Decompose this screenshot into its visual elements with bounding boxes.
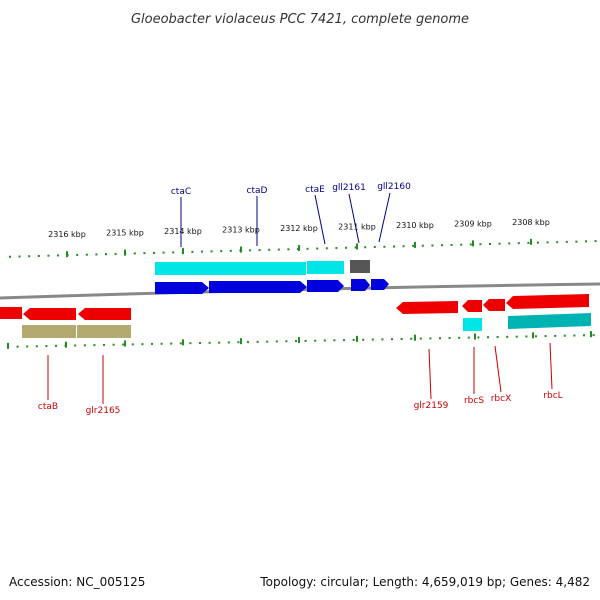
- gene-arrow-glr2159[interactable]: [396, 301, 458, 314]
- reverse-gene-track: [0, 294, 589, 320]
- gene-arrow-ctaE[interactable]: [307, 280, 344, 292]
- gene-arrow-rbcL[interactable]: [506, 294, 589, 309]
- ruler-tick-label: 2308 kbp: [512, 218, 550, 227]
- pseudo-gll2161[interactable]: [350, 260, 370, 273]
- gene-arrow-glr2165[interactable]: [78, 308, 131, 320]
- gene-leader-line: [348, 193, 360, 244]
- feature-ctaB[interactable]: [22, 325, 76, 338]
- bottom-ruler: [7, 331, 595, 349]
- gene-leader-line: [314, 194, 326, 245]
- forward-cds-track: [155, 260, 370, 275]
- accession-text: Accession: NC_005125: [9, 575, 145, 589]
- gene-arrow-ctaC[interactable]: [155, 282, 209, 294]
- forward-gene-track: [155, 279, 389, 294]
- gene-arrow-rbcS[interactable]: [462, 300, 482, 312]
- top-gene-labels: ctaC ctaD ctaE gll2161 gll2160: [171, 182, 411, 247]
- cds-rbcS[interactable]: [463, 318, 482, 331]
- gene-label-ctaD[interactable]: ctaD: [247, 186, 268, 196]
- gene-arrow-gll2161[interactable]: [351, 279, 370, 291]
- gene-label-gll2160[interactable]: gll2160: [377, 182, 411, 192]
- gene-label-ctaC[interactable]: ctaC: [171, 187, 191, 197]
- gene-label-rbcS[interactable]: rbcS: [464, 396, 484, 406]
- feature-glr2165[interactable]: [77, 325, 131, 338]
- gene-label-rbcL[interactable]: rbcL: [543, 391, 562, 401]
- gene-leader-line: [494, 345, 502, 393]
- gene-label-gll2161[interactable]: gll2161: [332, 183, 366, 193]
- cds-ctaC[interactable]: [155, 262, 209, 275]
- cds-ctaE[interactable]: [307, 261, 344, 274]
- reverse-cds-track: [22, 313, 591, 338]
- top-ruler: 2316 kbp 2315 kbp 2314 kbp 2313 kbp 2312 kbp…: [9, 218, 597, 258]
- gene-label-rbcX[interactable]: rbcX: [491, 394, 512, 404]
- ruler-tick-label: 2315 kbp: [106, 229, 144, 238]
- ruler-tick-label: 2316 kbp: [48, 230, 86, 239]
- cds-ctaD[interactable]: [209, 262, 306, 275]
- gene-leader-line: [549, 342, 553, 390]
- gene-label-ctaB[interactable]: ctaB: [38, 402, 58, 412]
- cds-rbcL[interactable]: [508, 313, 591, 329]
- ruler-tick-label: 2310 kbp: [396, 221, 434, 230]
- gene-arrow-partial[interactable]: [0, 307, 22, 319]
- ruler-tick-label: 2309 kbp: [454, 219, 492, 228]
- ruler-tick-label: 2312 kbp: [280, 224, 318, 233]
- ruler-tick-label: 2314 kbp: [164, 227, 202, 236]
- gene-label-ctaE[interactable]: ctaE: [305, 185, 325, 195]
- gene-label-glr2165[interactable]: glr2165: [86, 406, 121, 416]
- gene-leader-line: [378, 192, 391, 243]
- map-title: Gloeobacter violaceus PCC 7421, complete…: [131, 12, 469, 27]
- gene-label-glr2159[interactable]: glr2159: [414, 401, 449, 411]
- ruler-tick-label: 2313 kbp: [222, 226, 260, 235]
- topology-text: Topology: circular; Length: 4,659,019 bp…: [259, 575, 590, 589]
- bottom-gene-labels: ctaB glr2165 glr2159 rbcS rbcX rbcL: [38, 342, 563, 416]
- gene-arrow-ctaB[interactable]: [23, 308, 76, 320]
- gene-arrow-gll2160[interactable]: [371, 279, 389, 290]
- gene-arrow-rbcX[interactable]: [483, 299, 505, 311]
- gene-leader-line: [428, 348, 432, 400]
- ruler-tick-label: 2311 kbp: [338, 222, 376, 231]
- gene-arrow-ctaD[interactable]: [209, 281, 307, 293]
